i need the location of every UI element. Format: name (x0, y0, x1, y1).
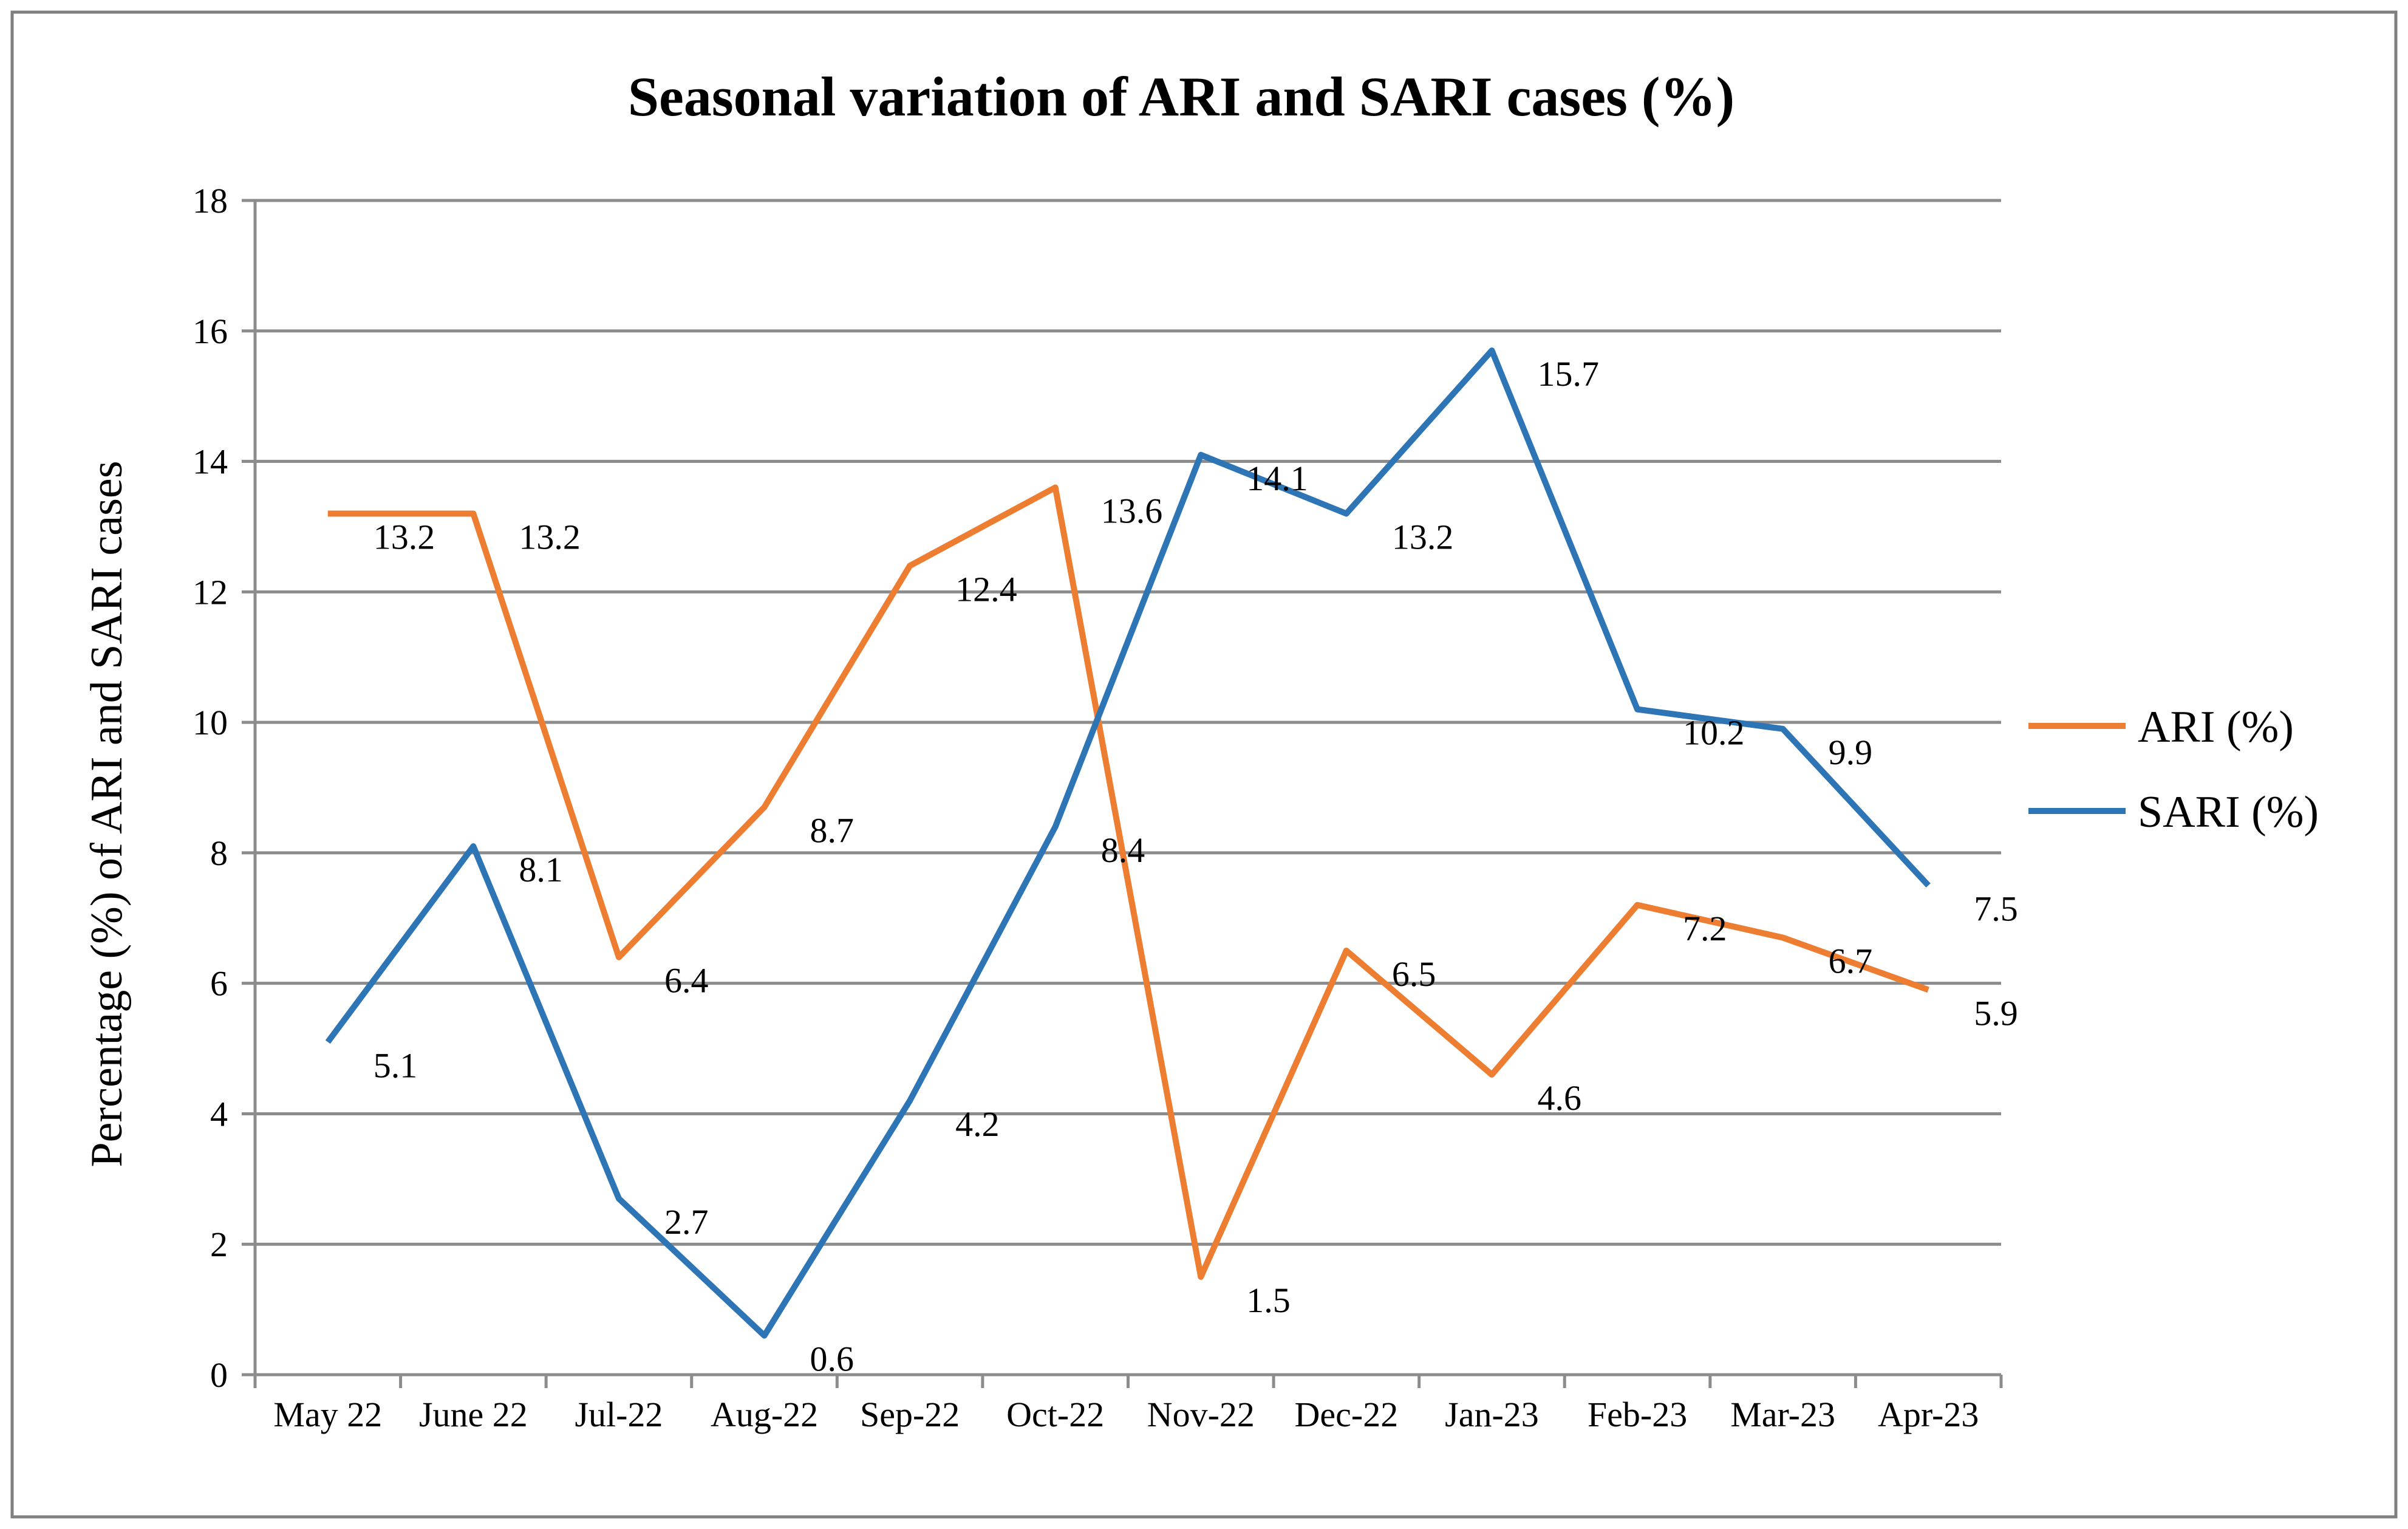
data-label-sari: 15.7 (1537, 354, 1599, 394)
x-tick-label: Nov-22 (1147, 1395, 1255, 1434)
x-tick-label: Dec-22 (1295, 1395, 1399, 1434)
x-tick-label: June 22 (419, 1395, 528, 1434)
data-label-ari: 6.7 (1829, 941, 1873, 980)
legend-label-sari: SARI (%) (2138, 787, 2319, 837)
x-tick-label: Aug-22 (711, 1395, 818, 1434)
series-lines (325, 347, 1931, 1339)
data-label-ari: 8.7 (810, 811, 854, 850)
data-label-ari: 13.2 (373, 517, 435, 556)
y-tick-label: 8 (210, 833, 228, 873)
y-axis-label: Percentage (%) of ARI and SARI cases (82, 460, 132, 1167)
y-tick-label: 10 (193, 703, 228, 742)
data-label-sari: 14.1 (1246, 459, 1308, 498)
x-tick-label: Apr-23 (1878, 1395, 1979, 1434)
axes: 0 2 4 6 8 10 12 14 16 18 May 22 June 22 Jul-22 Aug-22… (193, 181, 2003, 1434)
data-label-sari: 0.6 (810, 1339, 854, 1379)
data-label-ari: 13.6 (1101, 491, 1163, 531)
y-tick-label: 0 (210, 1355, 228, 1395)
data-label-sari: 9.9 (1829, 733, 1873, 772)
data-label-sari: 8.4 (1101, 830, 1145, 870)
data-label-sari: 13.2 (1392, 517, 1454, 556)
data-label-ari: 6.5 (1392, 954, 1436, 994)
data-label-sari: 4.2 (955, 1104, 1000, 1144)
x-tick-label: Jan-23 (1445, 1395, 1539, 1434)
x-tick-label: Feb-23 (1588, 1395, 1687, 1434)
legend-label-ari: ARI (%) (2138, 702, 2294, 752)
y-tick-label: 2 (210, 1225, 228, 1264)
x-tick-label: May 22 (273, 1395, 382, 1434)
data-label-ari: 12.4 (955, 569, 1017, 609)
data-label-ari: 1.5 (1246, 1281, 1291, 1320)
y-tick-label: 16 (193, 312, 228, 351)
x-tick-label: Oct-22 (1006, 1395, 1104, 1434)
data-label-sari: 5.1 (373, 1045, 418, 1085)
data-label-sari: 2.7 (664, 1202, 709, 1242)
x-tick-label: Mar-23 (1730, 1395, 1835, 1434)
chart-frame (10, 10, 2398, 1519)
data-labels: 13.2 13.2 6.4 8.7 12.4 13.6 1.5 6.5 4.6 7.2 6.7 5.9… (373, 354, 2018, 1379)
data-label-sari: 8.1 (519, 850, 563, 889)
x-tick-label: Jul-22 (575, 1395, 663, 1434)
gridlines (255, 199, 2001, 1246)
x-tick-label: Sep-22 (860, 1395, 960, 1434)
chart-title: Seasonal variation of ARI and SARI cases… (628, 66, 1734, 128)
y-tick-label: 4 (210, 1094, 228, 1134)
data-label-ari: 4.6 (1537, 1078, 1581, 1118)
y-tick-label: 12 (193, 572, 228, 612)
y-tick-label: 6 (210, 964, 228, 1004)
legend: ARI (%) SARI (%) (2028, 702, 2319, 837)
data-label-sari: 10.2 (1683, 713, 1745, 753)
y-tick-label: 14 (193, 442, 228, 482)
series-line-ari (327, 484, 1929, 1280)
data-label-ari: 6.4 (664, 961, 709, 1001)
data-label-ari: 5.9 (1974, 993, 2018, 1033)
series-line-sari (325, 347, 1931, 1339)
data-label-ari: 7.2 (1683, 909, 1727, 948)
data-label-ari: 13.2 (519, 517, 581, 556)
y-tick-label: 18 (193, 181, 228, 221)
data-label-sari: 7.5 (1974, 889, 2018, 929)
